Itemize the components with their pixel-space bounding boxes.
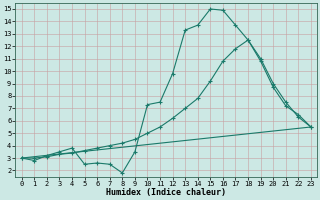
X-axis label: Humidex (Indice chaleur): Humidex (Indice chaleur) <box>106 188 226 197</box>
